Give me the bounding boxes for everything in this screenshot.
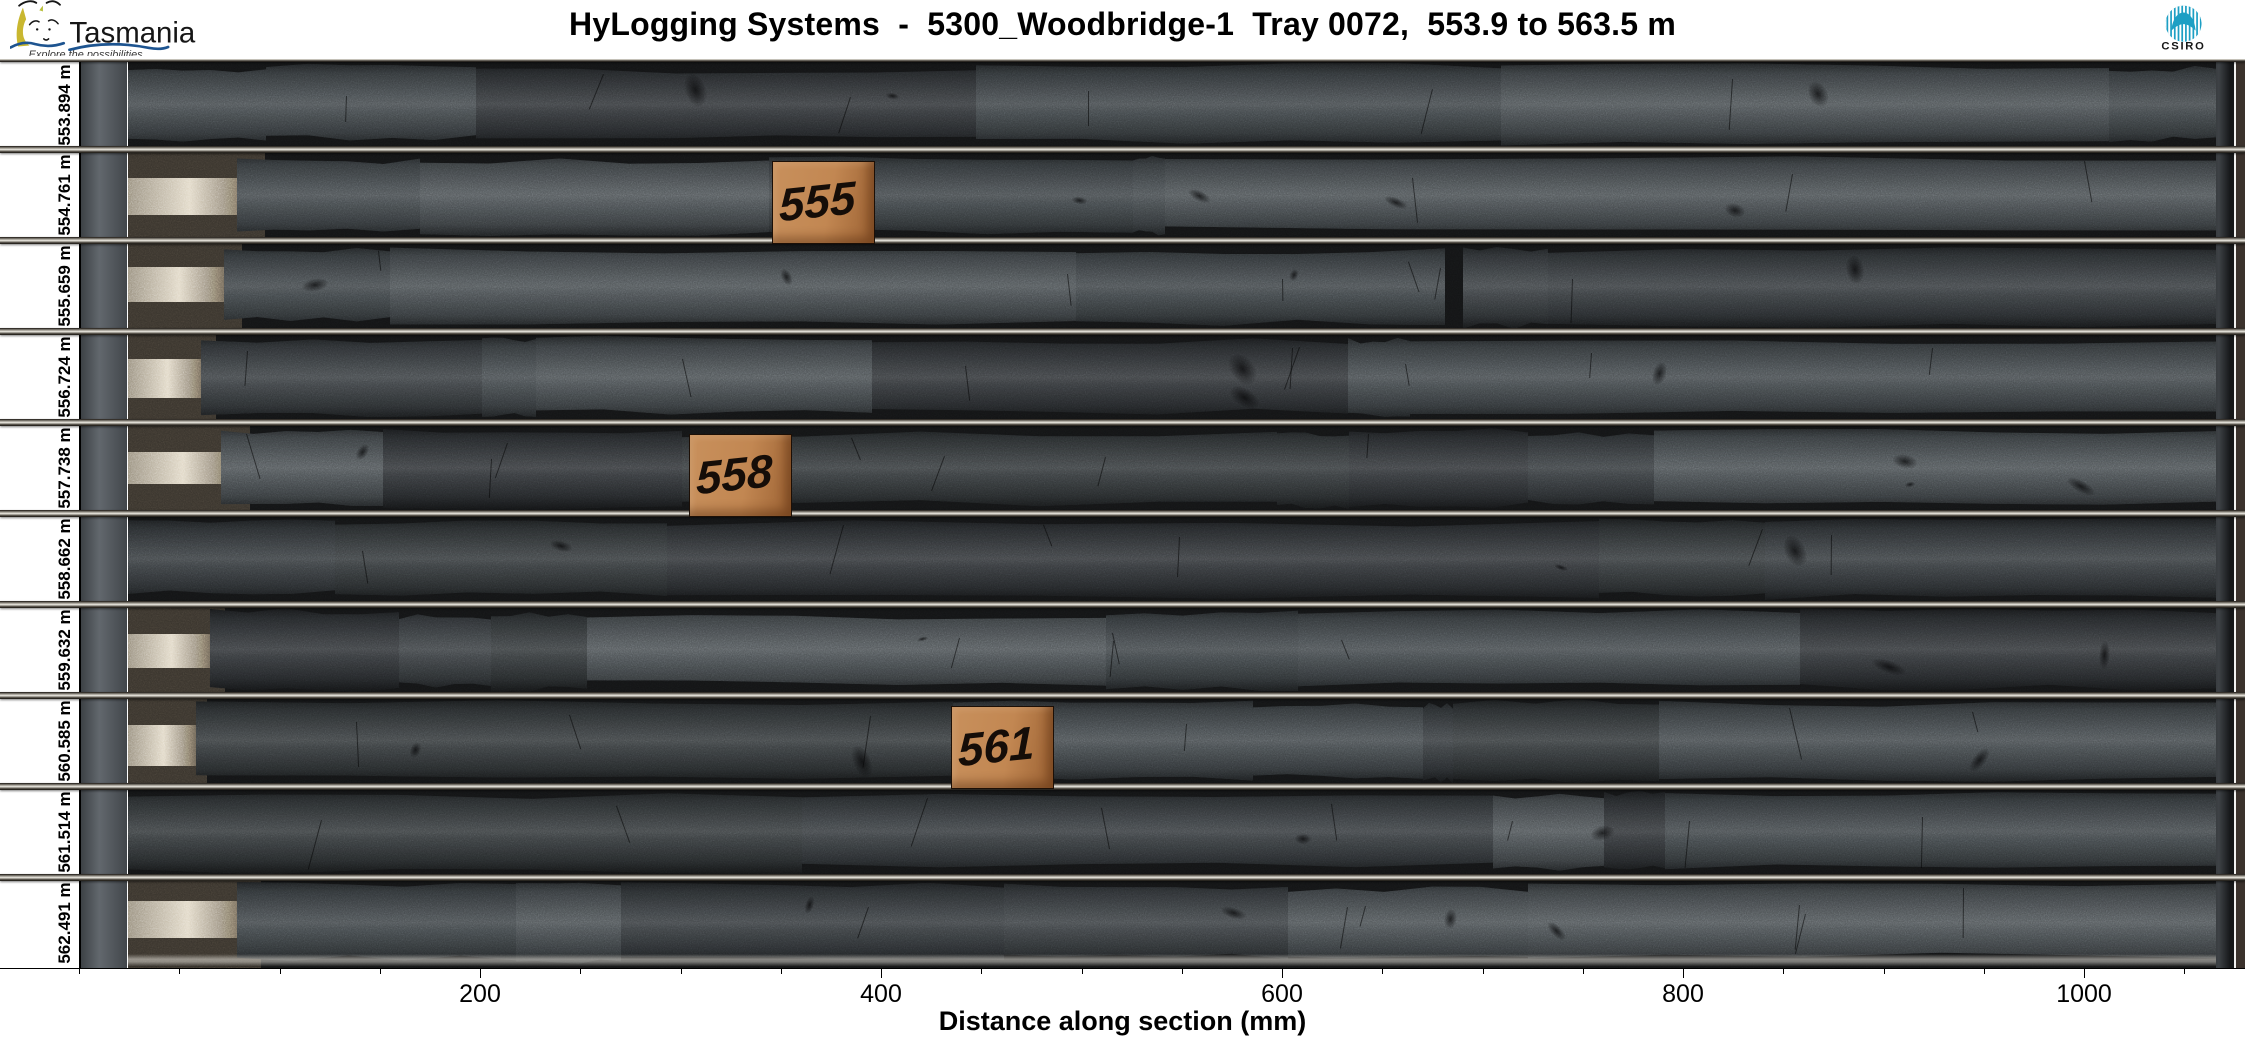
svg-text:555: 555 — [779, 171, 857, 231]
svg-text:558: 558 — [696, 444, 773, 504]
svg-text:CSIRO: CSIRO — [2161, 41, 2205, 53]
svg-text:Explore the possibilities: Explore the possibilities — [29, 49, 144, 56]
svg-text:561: 561 — [958, 716, 1034, 776]
